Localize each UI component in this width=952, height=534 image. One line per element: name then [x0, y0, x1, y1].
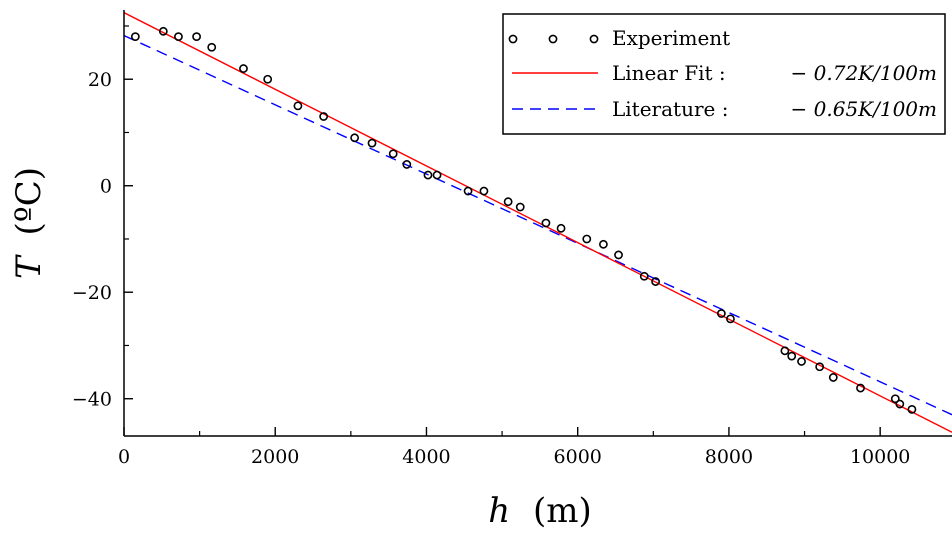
x-axis-label: h (m) — [488, 491, 592, 531]
literature-line — [124, 34, 952, 416]
experiment-point — [423, 170, 433, 180]
experiment-point — [815, 362, 825, 372]
experiment-point — [907, 404, 917, 414]
experiment-point — [503, 197, 513, 207]
experiment-point — [716, 309, 726, 318]
experiment-point — [192, 32, 201, 42]
experiment-point — [158, 26, 168, 36]
experiment-point — [639, 271, 649, 281]
experiment-point — [797, 357, 806, 366]
experiment-point — [388, 149, 398, 159]
experiment-point — [556, 223, 566, 233]
axes-layer — [123, 10, 952, 437]
experiment-point — [856, 383, 865, 393]
legend-label-experiment: Experiment — [612, 26, 730, 50]
experiment-point — [614, 250, 623, 260]
experiment-point — [350, 133, 360, 143]
x-axis-variable: h — [488, 491, 510, 531]
legend-value-linear-fit: − 0.72K/100m — [791, 61, 937, 85]
x-tick-label: 6000 — [554, 446, 602, 468]
experiment-point — [463, 186, 473, 196]
legend-item-linear-fit: Linear Fit : − 0.72K/100m — [512, 61, 937, 85]
legend-box — [502, 13, 946, 135]
experiment-point — [263, 74, 273, 84]
legend: Experiment Linear Fit : − 0.72K/100m Lit… — [502, 13, 946, 135]
experiment-point — [599, 239, 608, 249]
legend-marker-experiment-2 — [548, 34, 558, 44]
experiment-point — [651, 277, 660, 286]
ticks-layer: 0 2000 4000 6000 8000 10000 20 0 −20 −40 — [72, 25, 910, 468]
experiment-point — [367, 138, 377, 148]
experiment-point — [479, 186, 489, 196]
experiment-point — [828, 373, 838, 382]
experiment-point — [895, 399, 905, 409]
experiment-point — [402, 160, 412, 169]
experiment-point — [130, 32, 140, 42]
experiment-point — [515, 202, 525, 212]
legend-marker-experiment-3 — [589, 34, 599, 44]
y-tick-label: 0 — [100, 176, 112, 198]
x-tick-label: 8000 — [705, 446, 753, 468]
y-tick-label: 20 — [88, 69, 112, 91]
linear-fit-line — [124, 12, 952, 433]
experiment-point — [890, 394, 900, 404]
experiment-point — [174, 32, 183, 42]
legend-label-linear-fit: Linear Fit : — [612, 61, 726, 85]
experiment-point — [207, 42, 217, 52]
experiment-point — [780, 346, 790, 356]
experiment-point — [239, 64, 248, 73]
legend-marker-experiment-1 — [508, 34, 518, 44]
y-axis-label: T (ºC) — [9, 167, 49, 279]
experiment-point — [432, 170, 442, 180]
x-axis-unit: (m) — [533, 491, 592, 531]
series-layer — [124, 12, 952, 433]
y-tick-label: −40 — [72, 389, 112, 411]
y-axis-variable: T — [9, 254, 49, 279]
y-axis-unit: (ºC) — [9, 167, 49, 236]
legend-label-literature: Literature : — [612, 97, 728, 121]
experiment-point — [293, 101, 303, 111]
legend-item-literature: Literature : − 0.65K/100m — [512, 97, 937, 121]
x-tick-label: 4000 — [402, 446, 450, 468]
x-tick-label: 0 — [118, 446, 130, 468]
legend-value-literature: − 0.65K/100m — [791, 97, 937, 121]
experiment-point — [582, 234, 592, 244]
y-tick-label: −20 — [72, 282, 112, 304]
experiment-point — [319, 112, 329, 121]
x-tick-label: 10000 — [850, 446, 910, 468]
legend-item-experiment: Experiment — [508, 26, 730, 50]
experiment-point — [541, 218, 551, 228]
experiment-point — [787, 351, 797, 361]
experiment-point — [726, 314, 735, 324]
x-tick-label: 2000 — [251, 446, 299, 468]
